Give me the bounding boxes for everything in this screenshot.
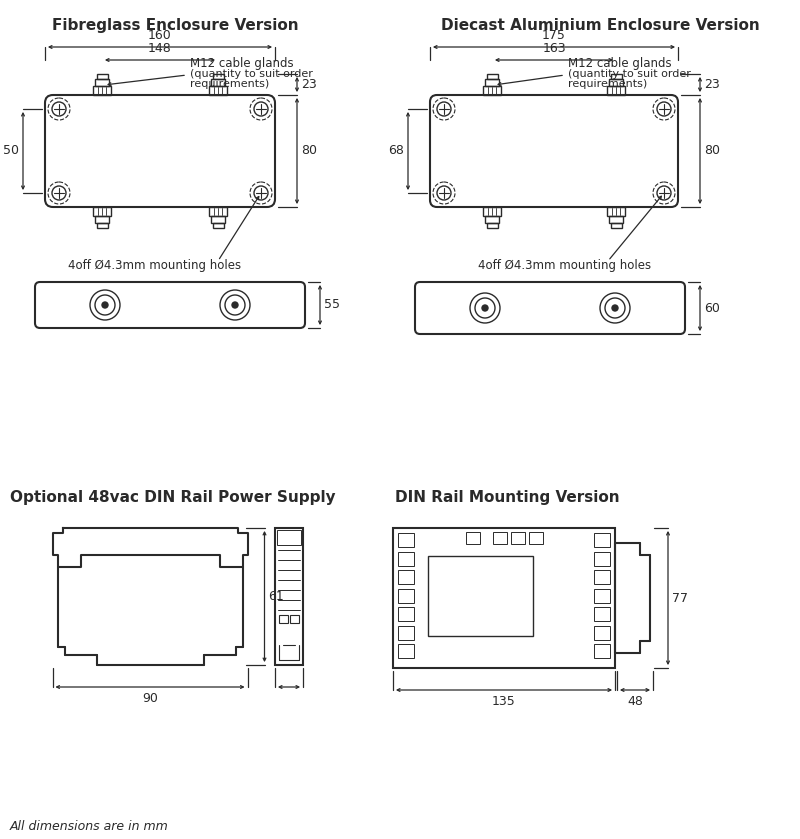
Text: 77: 77 [672, 591, 688, 605]
Bar [483, 207, 501, 216]
Bar [95, 216, 109, 223]
Bar [211, 216, 225, 223]
Text: 4off Ø4.3mm mounting holes: 4off Ø4.3mm mounting holes [478, 259, 651, 272]
Bar [466, 532, 480, 544]
Text: M12 cable glands: M12 cable glands [568, 57, 672, 70]
Bar [594, 533, 610, 547]
Bar [213, 74, 223, 79]
Text: 135: 135 [492, 695, 516, 708]
Bar [594, 644, 610, 659]
Text: All dimensions are in mm: All dimensions are in mm [10, 820, 169, 833]
Text: 50: 50 [3, 144, 19, 158]
Text: 148: 148 [148, 42, 172, 55]
Bar [290, 615, 299, 623]
Bar [275, 528, 303, 665]
Text: Diecast Aluminium Enclosure Version: Diecast Aluminium Enclosure Version [441, 18, 759, 33]
Text: Optional 48vac DIN Rail Power Supply: Optional 48vac DIN Rail Power Supply [10, 490, 336, 505]
Bar [594, 589, 610, 602]
Text: 68: 68 [388, 144, 404, 158]
Text: 60: 60 [704, 301, 720, 315]
Text: 55: 55 [324, 299, 340, 311]
Circle shape [102, 302, 108, 308]
Bar [511, 532, 525, 544]
Text: 23: 23 [704, 78, 720, 91]
Bar [97, 223, 107, 228]
Text: 80: 80 [704, 144, 720, 158]
Bar [398, 644, 414, 659]
Bar [93, 86, 111, 95]
Bar [95, 79, 109, 86]
Bar [209, 86, 227, 95]
Bar [398, 571, 414, 584]
Bar [398, 533, 414, 547]
Bar [277, 530, 301, 545]
Bar [610, 223, 622, 228]
Text: M12 cable glands: M12 cable glands [190, 57, 294, 70]
Text: 90: 90 [142, 692, 158, 705]
Text: 163: 163 [542, 42, 566, 55]
Text: requirements): requirements) [190, 79, 270, 89]
Bar [398, 626, 414, 640]
Circle shape [232, 302, 238, 308]
Text: (quantity to suit order: (quantity to suit order [190, 69, 313, 79]
Text: 80: 80 [301, 144, 317, 158]
Bar [594, 571, 610, 584]
Text: 48: 48 [627, 695, 643, 708]
Bar [607, 207, 625, 216]
Bar [483, 86, 501, 95]
Text: 160: 160 [148, 29, 172, 42]
Bar [209, 207, 227, 216]
Bar [398, 551, 414, 565]
Bar [485, 79, 499, 86]
Text: 23: 23 [301, 78, 317, 91]
Bar [93, 207, 111, 216]
Bar [594, 551, 610, 565]
Text: 175: 175 [542, 29, 566, 42]
Text: DIN Rail Mounting Version: DIN Rail Mounting Version [395, 490, 620, 505]
Bar [486, 223, 498, 228]
Bar [97, 74, 107, 79]
Bar [607, 86, 625, 95]
Bar [610, 74, 622, 79]
Bar [398, 607, 414, 622]
Bar [609, 79, 623, 86]
Text: 61: 61 [269, 590, 284, 603]
Bar [393, 528, 615, 668]
Text: (quantity to suit order: (quantity to suit order [568, 69, 691, 79]
Bar [493, 532, 507, 544]
Bar [529, 532, 543, 544]
Bar [279, 615, 288, 623]
Bar [486, 74, 498, 79]
Bar [594, 626, 610, 640]
Bar [485, 216, 499, 223]
Bar [213, 223, 223, 228]
Text: Fibreglass Enclosure Version: Fibreglass Enclosure Version [52, 18, 298, 33]
Bar [211, 79, 225, 86]
Bar [609, 216, 623, 223]
Circle shape [612, 305, 618, 311]
Circle shape [482, 305, 488, 311]
Text: requirements): requirements) [568, 79, 647, 89]
Bar [398, 589, 414, 602]
Bar [594, 607, 610, 622]
Text: 4off Ø4.3mm mounting holes: 4off Ø4.3mm mounting holes [69, 259, 242, 272]
Bar [428, 556, 533, 636]
